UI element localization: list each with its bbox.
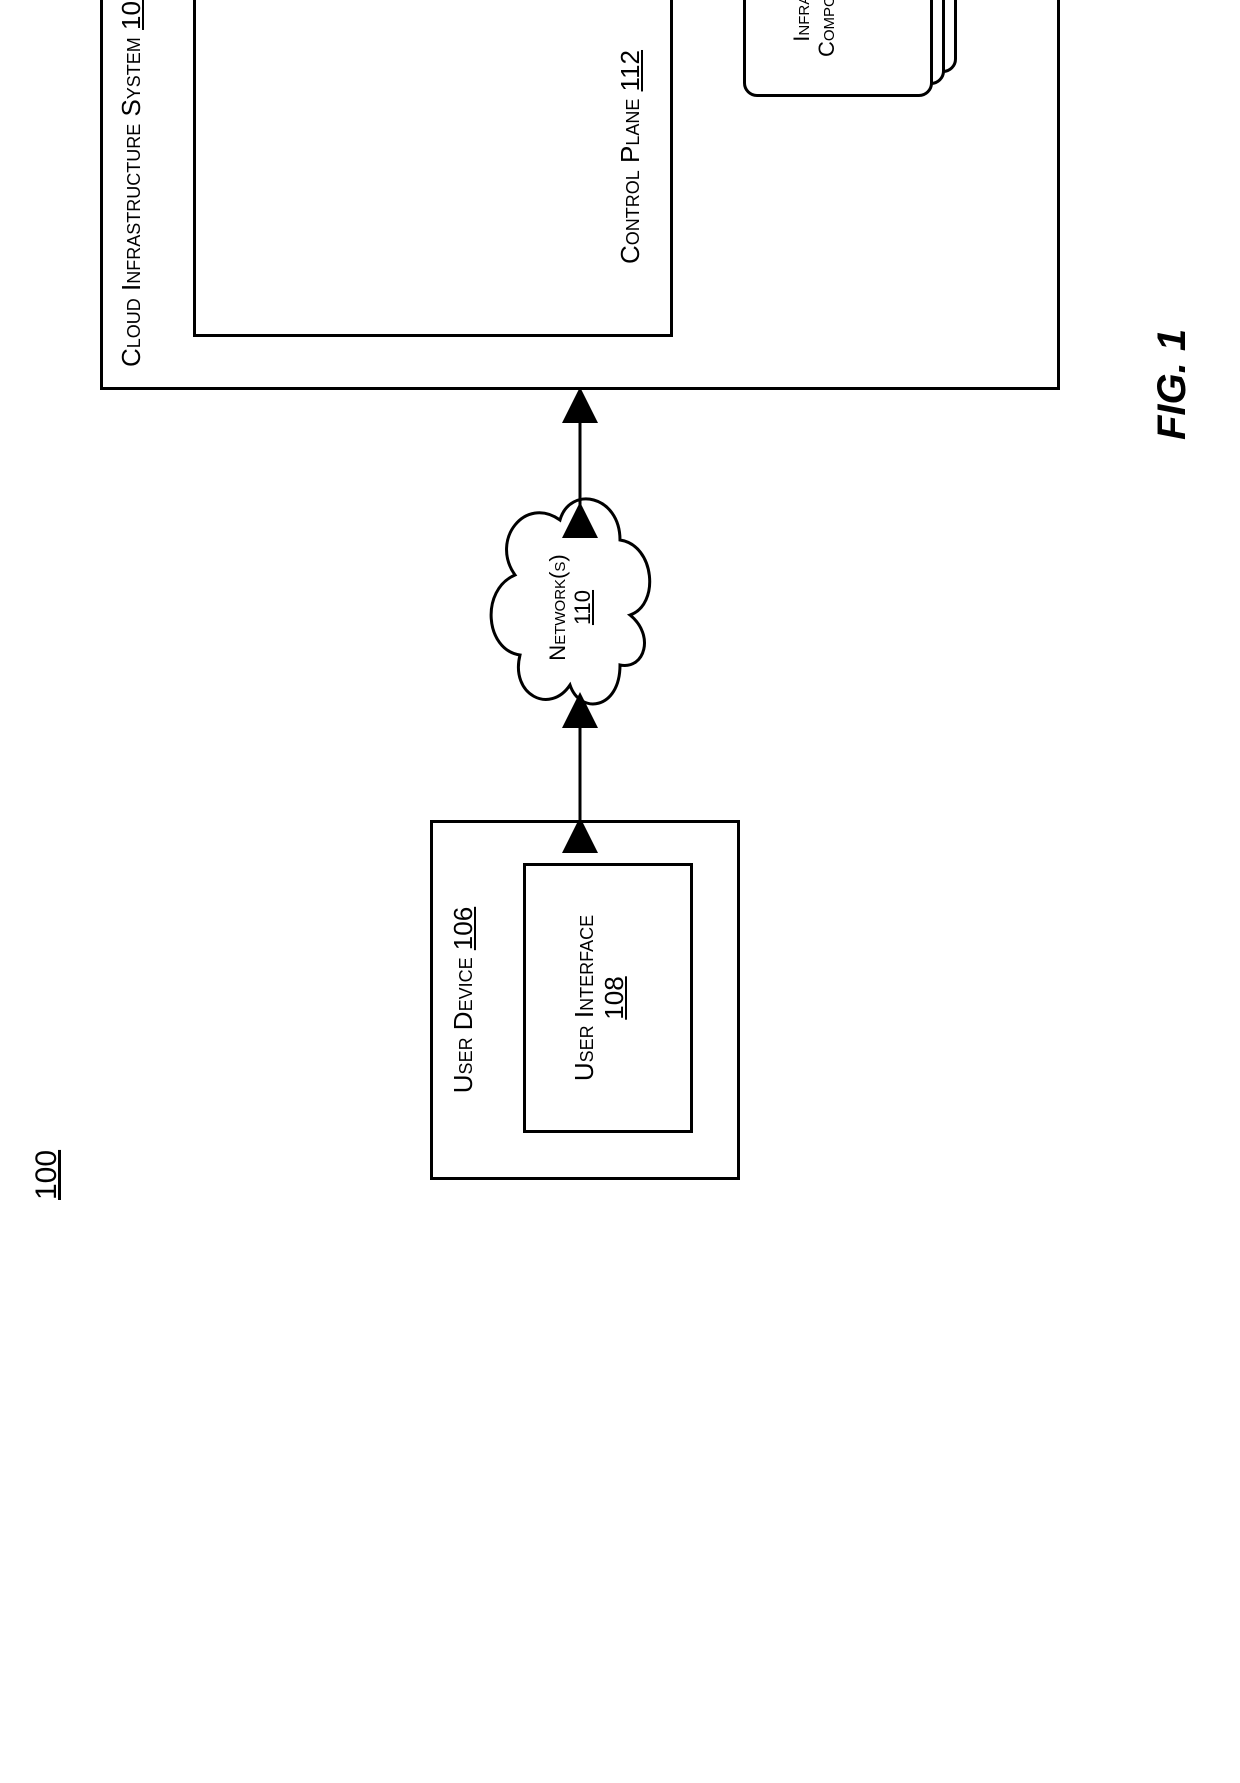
- diagram-stage: 100 User Device 106 User Interface 108 N…: [0, 0, 1240, 1240]
- figure-caption: FIG. 1: [1150, 329, 1195, 440]
- connectors: [0, 0, 1240, 1240]
